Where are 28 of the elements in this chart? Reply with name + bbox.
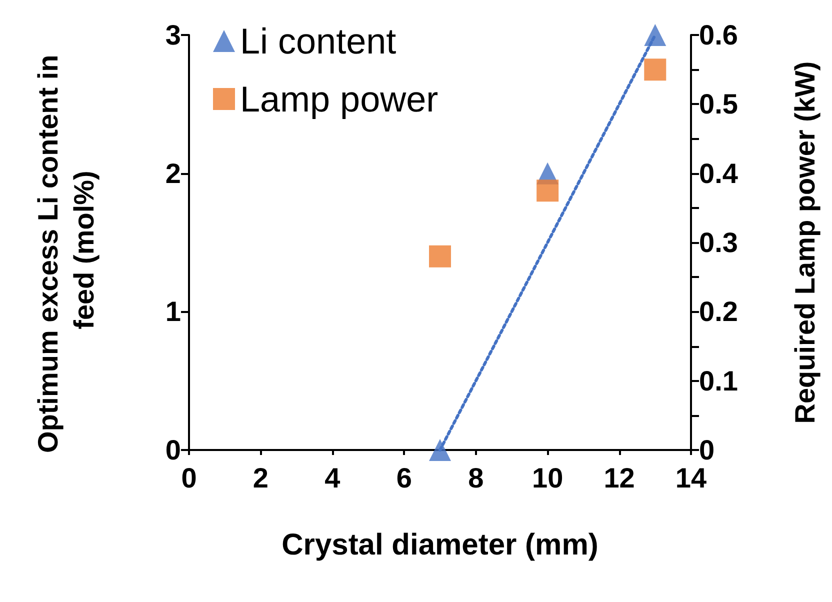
x-tick-label: 2 <box>252 462 269 494</box>
y2-tick-label: 0 <box>699 434 715 466</box>
legend-label: Lamp power <box>240 78 438 120</box>
x-tick-label: 6 <box>396 462 412 494</box>
x-tick-label: 4 <box>324 462 341 494</box>
y-axis-title: Optimum excess Li content in feed (mol%) <box>32 46 100 454</box>
point <box>429 245 451 268</box>
y2-tick-label: 0.2 <box>699 296 738 328</box>
point <box>644 24 666 46</box>
y2-tick-label: 0.1 <box>699 365 738 396</box>
point <box>429 439 451 461</box>
y2-tick-label: 0.5 <box>699 88 738 120</box>
y-tick-label: 3 <box>165 20 181 50</box>
x-axis-title: Crystal diameter (mm) <box>282 528 598 562</box>
x-tick-label: 14 <box>675 462 707 494</box>
x-tick-label: 10 <box>532 462 564 494</box>
x-tick-label: 8 <box>468 462 484 494</box>
y2-axis-title: Required Lamp power (kW) <box>790 61 820 424</box>
y2-tick-label: 0.4 <box>699 158 738 189</box>
y-tick-label: 1 <box>165 296 181 328</box>
y2-tick-label: 0.6 <box>699 20 738 50</box>
y-tick-label: 2 <box>165 158 181 189</box>
y2-tick-label: 0.3 <box>699 227 738 258</box>
y-tick-label: 0 <box>165 434 181 466</box>
x-tick-label: 12 <box>604 462 635 494</box>
point <box>644 58 666 81</box>
legend-label: Li content <box>240 20 396 62</box>
point <box>536 180 559 202</box>
